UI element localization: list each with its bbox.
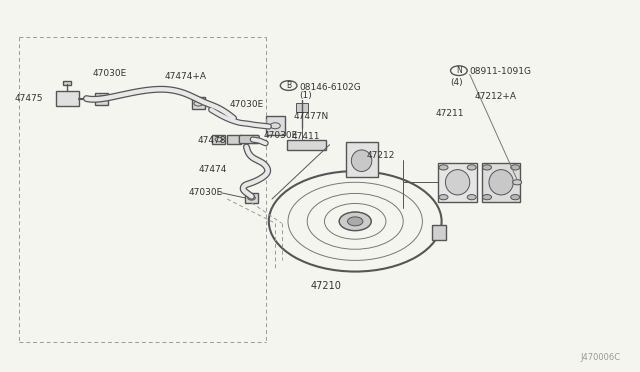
Circle shape xyxy=(483,165,492,170)
FancyBboxPatch shape xyxy=(227,135,241,144)
FancyBboxPatch shape xyxy=(482,163,520,202)
Circle shape xyxy=(467,165,476,170)
Ellipse shape xyxy=(489,170,513,195)
Text: 47474+A: 47474+A xyxy=(164,72,207,81)
Circle shape xyxy=(513,180,522,185)
Circle shape xyxy=(511,195,520,200)
Text: J470006C: J470006C xyxy=(580,353,621,362)
Text: 47212+A: 47212+A xyxy=(475,92,517,101)
Ellipse shape xyxy=(351,150,372,171)
Text: 47210: 47210 xyxy=(311,282,342,291)
Text: 47030E: 47030E xyxy=(264,131,298,140)
FancyBboxPatch shape xyxy=(296,103,308,112)
FancyBboxPatch shape xyxy=(212,135,225,144)
Circle shape xyxy=(511,165,520,170)
FancyBboxPatch shape xyxy=(56,91,79,106)
Ellipse shape xyxy=(445,170,470,195)
Text: 47030E: 47030E xyxy=(93,69,127,78)
Text: 47030E: 47030E xyxy=(188,188,223,197)
FancyBboxPatch shape xyxy=(438,163,477,202)
Circle shape xyxy=(483,195,492,200)
Text: (4): (4) xyxy=(451,78,463,87)
Text: 47411: 47411 xyxy=(291,132,320,141)
Bar xyxy=(63,81,71,85)
Text: 47477N: 47477N xyxy=(293,112,328,121)
Circle shape xyxy=(467,195,476,200)
Circle shape xyxy=(348,217,363,226)
FancyBboxPatch shape xyxy=(432,225,446,240)
Circle shape xyxy=(439,195,448,200)
Circle shape xyxy=(339,212,371,231)
Text: 47474: 47474 xyxy=(198,165,227,174)
FancyBboxPatch shape xyxy=(239,135,259,144)
Text: 47030E: 47030E xyxy=(229,100,264,109)
Text: 47475: 47475 xyxy=(15,94,44,103)
FancyBboxPatch shape xyxy=(95,93,108,105)
FancyBboxPatch shape xyxy=(266,116,285,135)
Text: 08146-6102G: 08146-6102G xyxy=(300,83,361,92)
Text: 47478: 47478 xyxy=(197,136,226,145)
Text: 47211: 47211 xyxy=(436,109,464,118)
FancyBboxPatch shape xyxy=(287,140,326,150)
Text: 08911-1091G: 08911-1091G xyxy=(470,67,532,76)
Text: 47212: 47212 xyxy=(366,151,394,160)
FancyBboxPatch shape xyxy=(192,97,205,109)
Text: N: N xyxy=(456,66,461,75)
Text: (1): (1) xyxy=(300,91,312,100)
Text: B: B xyxy=(286,81,291,90)
Circle shape xyxy=(439,165,448,170)
FancyBboxPatch shape xyxy=(346,142,378,177)
FancyBboxPatch shape xyxy=(245,193,258,203)
